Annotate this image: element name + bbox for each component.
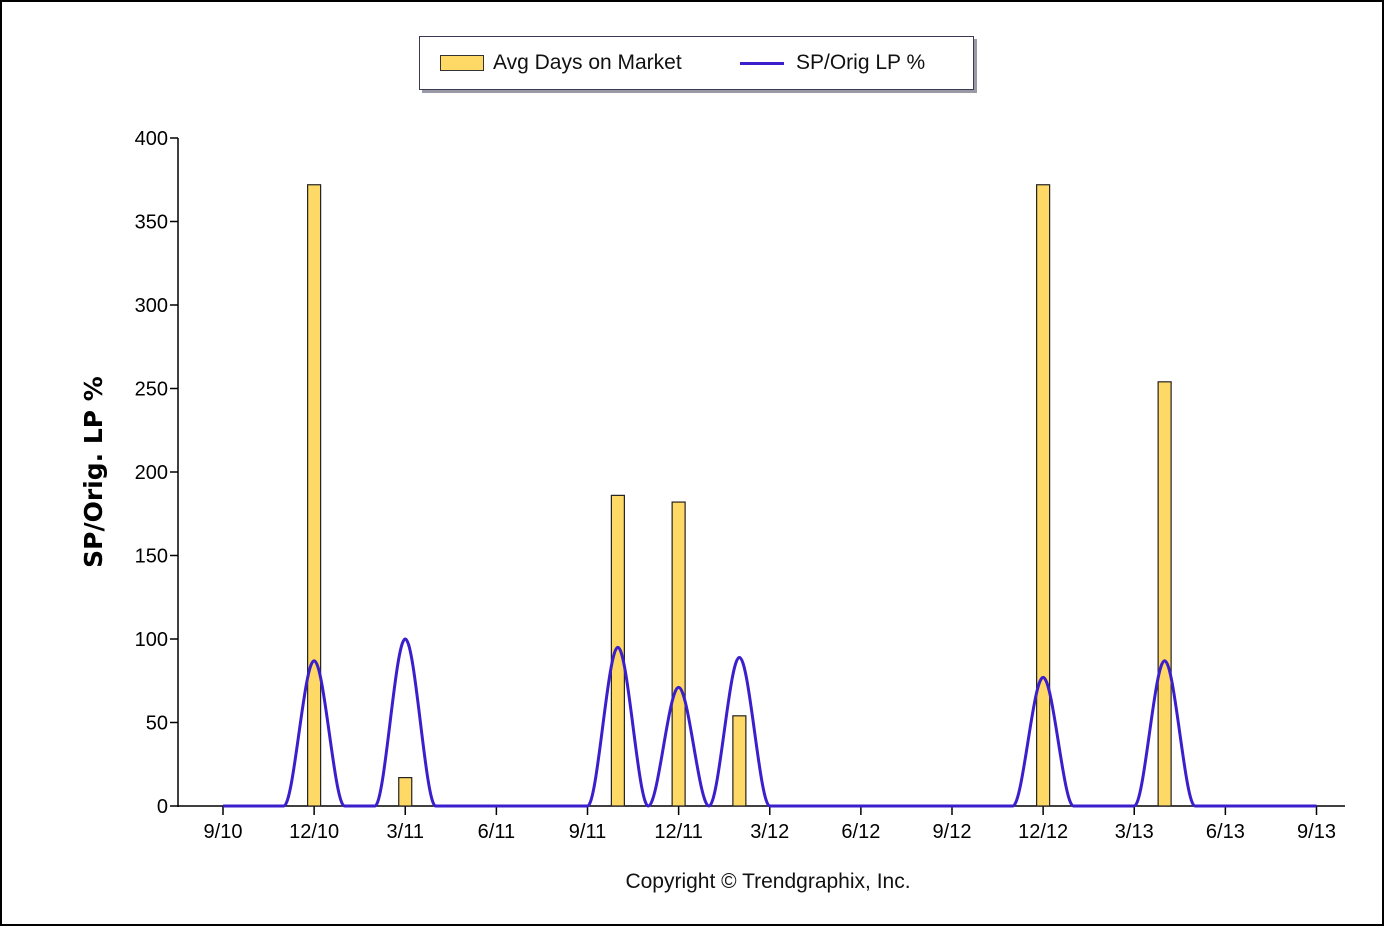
y-tick-label: 400 — [135, 128, 168, 150]
copyright-annotation: Copyright © Trendgraphix, Inc. — [625, 870, 910, 893]
bar — [398, 777, 413, 807]
bar-series — [307, 184, 1172, 807]
line-path — [223, 637, 1317, 808]
x-tick-label: 12/10 — [289, 821, 339, 843]
legend-item-sp-orig-lp: SP/Orig LP % — [740, 37, 925, 89]
bar — [1157, 381, 1172, 807]
y-tick-label: 350 — [135, 212, 168, 234]
x-tick-label: 3/12 — [750, 821, 789, 843]
x-tick-label: 9/13 — [1297, 821, 1336, 843]
chart-legend: Avg Days on Market SP/Orig LP % — [419, 36, 974, 90]
legend-label-sp-orig-lp: SP/Orig LP % — [796, 51, 926, 74]
y-tick-label: 250 — [135, 379, 168, 401]
y-tick-label: 200 — [135, 462, 168, 484]
line-series — [222, 637, 1317, 808]
bar — [610, 494, 625, 807]
x-tick-label: 3/11 — [387, 821, 424, 843]
y-tick-label: 150 — [135, 546, 168, 568]
x-tick-label: 3/13 — [1115, 821, 1154, 843]
legend-swatch-line — [740, 61, 784, 65]
x-tick-label: 6/13 — [1206, 821, 1245, 843]
bar — [671, 501, 686, 807]
x-tick-label: 9/11 — [569, 821, 606, 843]
legend-item-days-on-market: Avg Days on Market — [440, 37, 682, 89]
x-tick-label: 6/12 — [841, 821, 880, 843]
bar — [307, 184, 322, 807]
y-tick-label: 0 — [157, 796, 168, 818]
x-tick-label: 12/11 — [654, 821, 703, 843]
x-tick-label: 9/10 — [204, 821, 243, 843]
x-tick-label: 6/11 — [478, 821, 515, 843]
y-axis-label: SP/Orig. LP % — [79, 376, 108, 568]
legend-swatch-bar — [440, 55, 484, 71]
x-tick-label: 9/12 — [933, 821, 972, 843]
x-tick-label: 12/12 — [1018, 821, 1068, 843]
y-tick-label: 300 — [135, 295, 168, 317]
bar — [732, 715, 747, 807]
bar — [1036, 184, 1051, 807]
legend-label-days-on-market: Avg Days on Market — [493, 51, 682, 74]
y-tick-label: 50 — [146, 713, 168, 735]
y-tick-label: 100 — [135, 629, 168, 651]
